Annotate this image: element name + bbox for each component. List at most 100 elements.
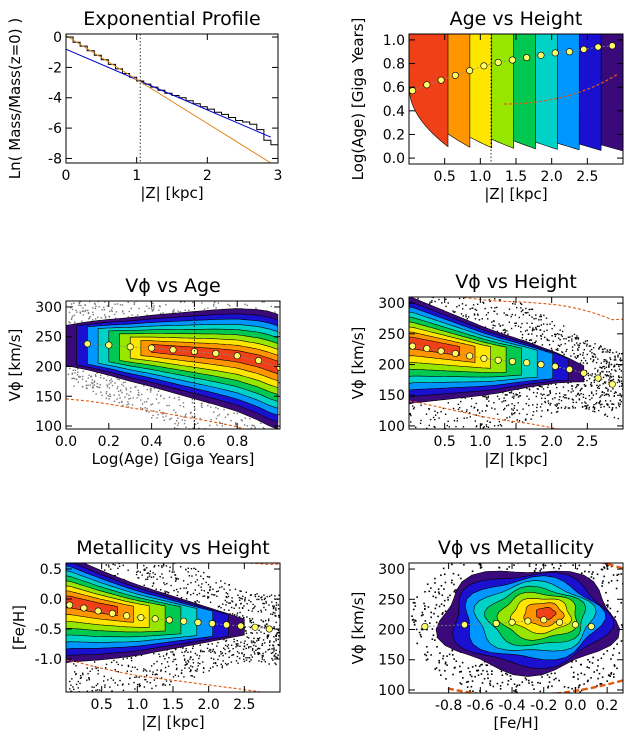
scatter-point <box>463 430 464 431</box>
scatter-point <box>563 394 566 396</box>
scatter-point <box>615 391 617 394</box>
scatter-point <box>137 577 139 579</box>
scatter-point <box>196 600 199 602</box>
scatter-point <box>212 588 214 590</box>
scatter-point <box>491 407 493 409</box>
scatter-point <box>163 582 165 584</box>
scatter-point <box>224 652 227 655</box>
scatter-point <box>415 288 416 289</box>
scatter-point <box>602 348 604 351</box>
scatter-point <box>113 299 114 300</box>
scatter-point <box>549 323 551 325</box>
scatter-point <box>558 333 560 336</box>
scatter-point <box>608 406 611 408</box>
scatter-point <box>141 574 143 576</box>
scatter-point <box>195 574 197 576</box>
scatter-point <box>196 668 198 670</box>
scatter-point <box>483 677 486 680</box>
scatter-point <box>139 684 141 687</box>
scatter-point <box>223 260 224 261</box>
scatter-point <box>486 420 489 422</box>
scatter-point <box>227 275 228 276</box>
scatter-point <box>556 386 558 389</box>
scatter-point <box>475 402 477 405</box>
scatter-point <box>245 659 248 661</box>
scatter-point <box>150 404 152 406</box>
scatter-point <box>456 306 458 308</box>
scatter-point <box>436 294 437 295</box>
scatter-point <box>166 591 168 593</box>
scatter-point <box>235 265 236 266</box>
scatter-point <box>432 297 434 299</box>
scatter-point <box>471 680 474 682</box>
scatter-point <box>595 361 598 364</box>
y-tick-label: 300 <box>378 296 405 312</box>
scatter-point <box>203 308 206 310</box>
scatter-point <box>431 281 432 282</box>
scatter-point <box>121 311 124 313</box>
scatter-point <box>183 654 185 657</box>
trend-point <box>423 345 431 353</box>
scatter-point <box>104 684 106 686</box>
scatter-point <box>499 294 500 295</box>
scatter-point <box>168 404 170 407</box>
scatter-point <box>586 379 588 382</box>
scatter-point <box>197 570 200 573</box>
scatter-point <box>280 437 281 438</box>
scatter-point <box>151 306 153 309</box>
scatter-point <box>275 638 277 640</box>
scatter-point <box>234 269 235 270</box>
scatter-point <box>213 411 215 413</box>
scatter-point <box>236 612 239 614</box>
scatter-point <box>79 682 81 685</box>
scatter-point <box>527 333 530 335</box>
scatter-point <box>494 408 496 410</box>
scatter-point <box>541 394 544 396</box>
scatter-point <box>189 298 190 299</box>
scatter-point <box>258 625 261 627</box>
scatter-point <box>587 404 589 406</box>
scatter-point <box>200 575 202 577</box>
scatter-point <box>411 436 412 437</box>
scatter-point <box>162 684 164 686</box>
scatter-point <box>618 352 621 355</box>
scatter-point <box>201 302 203 304</box>
scatter-point <box>520 330 522 333</box>
scatter-point <box>556 410 559 413</box>
scatter-point <box>176 297 177 298</box>
scatter-point <box>228 609 230 611</box>
scatter-point <box>176 427 178 429</box>
scatter-point <box>465 411 468 413</box>
scatter-point <box>486 405 488 407</box>
scatter-point <box>271 277 272 278</box>
scatter-point <box>239 645 241 647</box>
scatter-point <box>230 419 232 422</box>
scatter-point <box>572 390 574 392</box>
scatter-point <box>146 567 148 569</box>
scatter-point <box>200 649 202 652</box>
scatter-point <box>241 652 243 655</box>
scatter-point <box>173 653 175 656</box>
scatter-point <box>145 578 147 581</box>
scatter-point <box>117 390 120 393</box>
scatter-point <box>438 417 440 419</box>
scatter-point <box>582 405 584 408</box>
scatter-point <box>274 662 276 664</box>
scatter-point <box>558 402 560 405</box>
scatter-point <box>485 664 488 666</box>
scatter-point <box>235 646 237 648</box>
scatter-point <box>275 463 276 464</box>
scatter-point <box>203 267 204 268</box>
scatter-point <box>271 657 273 660</box>
scatter-point <box>229 292 230 293</box>
scatter-point <box>72 518 73 519</box>
scatter-point <box>560 343 562 346</box>
y-tick-label: -4 <box>48 91 62 107</box>
trend-point <box>265 625 273 633</box>
scatter-point <box>596 685 598 687</box>
scatter-point <box>603 394 606 397</box>
scatter-point <box>115 694 116 695</box>
scatter-point <box>231 289 232 290</box>
scatter-point <box>263 632 265 635</box>
trend-point <box>580 45 588 53</box>
